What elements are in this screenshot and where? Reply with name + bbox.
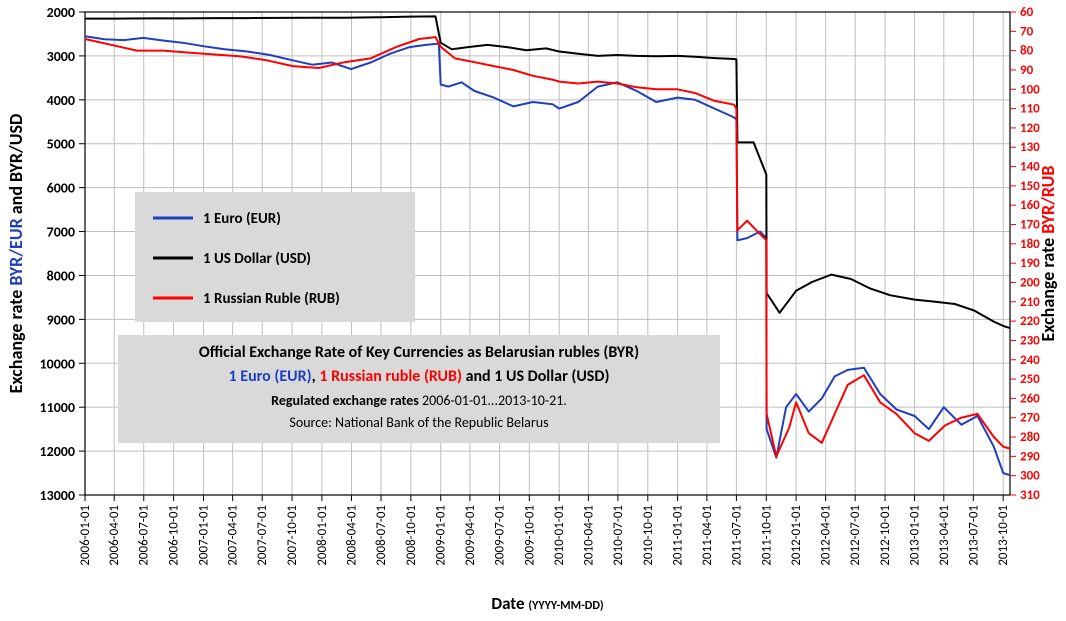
y-right-tick-label: 110 bbox=[1020, 102, 1040, 117]
x-tick-label: 2010-04-01 bbox=[581, 505, 596, 566]
x-tick-label: 2008-10-01 bbox=[404, 505, 419, 566]
caption-line: Regulated exchange rates 2006-01-01...20… bbox=[271, 392, 567, 409]
x-tick-label: 2012-10-01 bbox=[878, 505, 893, 566]
y-right-tick-label: 260 bbox=[1020, 391, 1040, 406]
y-right-tick-label: 270 bbox=[1020, 411, 1040, 426]
exchange-rate-chart: 2000 3000 4000 5000 6000 7000 8000 9000 10000 110… bbox=[0, 0, 1066, 621]
x-tick-label: 2009-01-01 bbox=[434, 505, 449, 566]
x-tick-label: 2009-07-01 bbox=[492, 505, 507, 566]
x-tick-label: 2009-10-01 bbox=[522, 505, 537, 566]
x-tick-label: 2006-01-01 bbox=[78, 505, 93, 566]
y-left-tick-label: 7000 bbox=[47, 224, 75, 241]
caption-line: 1 Euro (EUR), 1 Russian ruble (RUB) and … bbox=[229, 367, 610, 386]
y-left-tick-label: 12000 bbox=[40, 443, 75, 460]
y-right-tick-label: 300 bbox=[1020, 469, 1040, 484]
caption-line: Source: National Bank of the Republic Be… bbox=[289, 414, 548, 431]
x-tick-label: 2006-04-01 bbox=[107, 505, 122, 566]
y-left-tick-label: 5000 bbox=[47, 136, 75, 153]
x-tick-label: 2009-04-01 bbox=[463, 505, 478, 566]
y-right-tick-label: 90 bbox=[1020, 63, 1034, 78]
x-tick-label: 2011-07-01 bbox=[729, 505, 744, 566]
x-tick-label: 2012-04-01 bbox=[819, 505, 834, 566]
legend-label: 1 Euro (EUR) bbox=[203, 210, 281, 228]
y-right-tick-label: 250 bbox=[1020, 372, 1040, 387]
legend-label: 1 Russian Ruble (RUB) bbox=[203, 290, 340, 308]
y-left-tick-label: 4000 bbox=[47, 92, 75, 109]
y-left-tick-label: 13000 bbox=[40, 487, 75, 504]
x-tick-label: 2007-01-01 bbox=[196, 505, 211, 566]
legend-label: 1 US Dollar (USD) bbox=[203, 250, 311, 268]
y-right-tick-label: 310 bbox=[1020, 488, 1040, 503]
x-tick-label: 2010-10-01 bbox=[641, 505, 656, 566]
x-tick-label: 2011-10-01 bbox=[759, 505, 774, 566]
y-right-tick-label: 290 bbox=[1020, 449, 1040, 464]
x-tick-label: 2010-07-01 bbox=[611, 505, 626, 566]
y-right-tick-label: 280 bbox=[1020, 430, 1040, 445]
y-left-tick-label: 6000 bbox=[47, 180, 75, 197]
y-right-axis-title: Exchange rate BYR/RUB bbox=[1037, 166, 1059, 342]
y-right-tick-label: 80 bbox=[1020, 44, 1034, 59]
y-left-tick-label: 3000 bbox=[47, 48, 75, 65]
x-tick-label: 2011-01-01 bbox=[671, 505, 686, 566]
x-tick-label: 2007-04-01 bbox=[226, 505, 241, 566]
caption-line: Official Exchange Rate of Key Currencies… bbox=[199, 343, 639, 362]
y-right-tick-label: 70 bbox=[1020, 24, 1034, 39]
x-tick-label: 2008-01-01 bbox=[315, 505, 330, 566]
x-tick-label: 2012-01-01 bbox=[789, 505, 804, 566]
x-tick-label: 2011-04-01 bbox=[700, 505, 715, 566]
x-tick-label: 2013-01-01 bbox=[908, 505, 923, 566]
y-left-axis-title: Exchange rate BYR/EUR and BYR/USD bbox=[5, 114, 27, 394]
x-tick-label: 2013-07-01 bbox=[966, 505, 981, 566]
y-left-tick-label: 2000 bbox=[47, 4, 75, 21]
x-tick-label: 2007-07-01 bbox=[255, 505, 270, 566]
x-tick-label: 2013-04-01 bbox=[937, 505, 952, 566]
y-left-tick-label: 11000 bbox=[40, 399, 75, 416]
x-tick-label: 2007-10-01 bbox=[285, 505, 300, 566]
x-tick-label: 2013-10-01 bbox=[996, 505, 1011, 566]
y-right-tick-label: 100 bbox=[1020, 82, 1040, 97]
x-tick-label: 2006-07-01 bbox=[137, 505, 152, 566]
y-left-tick-label: 8000 bbox=[47, 267, 75, 284]
x-tick-label: 2008-04-01 bbox=[344, 505, 359, 566]
y-right-tick-label: 130 bbox=[1020, 140, 1040, 155]
x-tick-label: 2012-07-01 bbox=[848, 505, 863, 566]
y-right-tick-label: 60 bbox=[1020, 5, 1034, 20]
y-right-tick-label: 240 bbox=[1020, 353, 1040, 368]
y-right-tick-label: 120 bbox=[1020, 121, 1040, 136]
x-tick-label: 2006-10-01 bbox=[167, 505, 182, 566]
x-tick-label: 2010-01-01 bbox=[552, 505, 567, 566]
x-tick-label: 2008-07-01 bbox=[374, 505, 389, 566]
y-left-tick-label: 9000 bbox=[47, 311, 75, 328]
y-left-tick-label: 10000 bbox=[40, 355, 75, 372]
